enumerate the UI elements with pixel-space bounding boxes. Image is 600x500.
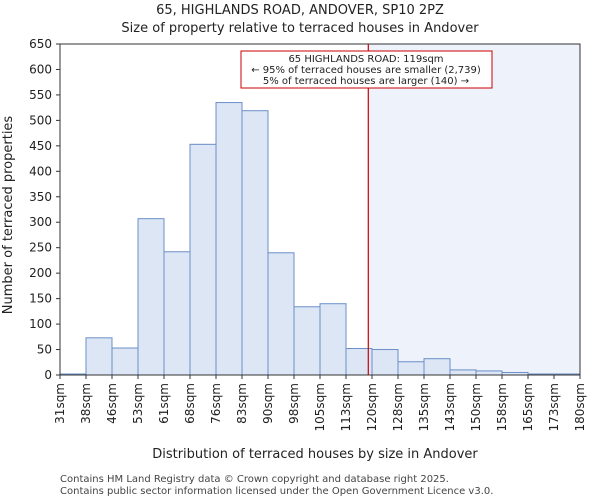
y-tick-label: 600 bbox=[29, 62, 52, 76]
x-tick-label: 135sqm bbox=[417, 383, 431, 431]
chart-subtitle: Size of property relative to terraced ho… bbox=[121, 21, 479, 36]
x-tick-label: 158sqm bbox=[495, 383, 509, 431]
y-tick-label: 200 bbox=[29, 266, 52, 280]
x-tick-label: 83sqm bbox=[235, 383, 249, 424]
y-tick-label: 50 bbox=[37, 343, 52, 357]
annotation-line-1: 65 HIGHLANDS ROAD: 119sqm bbox=[288, 54, 443, 65]
x-tick-label: 31sqm bbox=[53, 383, 67, 424]
histogram-bar bbox=[319, 303, 347, 376]
x-tick-label: 61sqm bbox=[157, 383, 171, 424]
y-tick-label: 550 bbox=[29, 88, 52, 102]
annotation-line-3: 5% of terraced houses are larger (140) → bbox=[263, 76, 469, 87]
histogram-bar bbox=[215, 102, 243, 376]
annotation-box: 65 HIGHLANDS ROAD: 119sqm ← 95% of terra… bbox=[240, 50, 493, 89]
y-tick-label: 250 bbox=[29, 241, 52, 255]
annotation-border bbox=[240, 50, 493, 89]
y-tick-label: 150 bbox=[29, 292, 52, 306]
chart-title: 65, HIGHLANDS ROAD, ANDOVER, SP10 2PZ bbox=[156, 3, 444, 18]
y-tick-label: 400 bbox=[29, 164, 52, 178]
histogram-bar bbox=[111, 347, 139, 376]
x-tick-label: 53sqm bbox=[131, 383, 145, 424]
annotation-line-2: ← 95% of terraced houses are smaller (2,… bbox=[251, 65, 481, 76]
x-tick-label: 105sqm bbox=[313, 383, 327, 431]
histogram-bar bbox=[397, 361, 425, 376]
y-axis-label: Number of terraced properties bbox=[1, 116, 16, 315]
histogram-bar bbox=[449, 369, 477, 376]
histogram-bar bbox=[85, 337, 113, 376]
x-tick-label: 98sqm bbox=[287, 383, 301, 424]
x-tick-label: 143sqm bbox=[443, 383, 457, 431]
histogram-bar bbox=[475, 370, 503, 376]
histogram-bar bbox=[137, 218, 165, 376]
x-tick-label: 113sqm bbox=[339, 383, 353, 431]
y-tick-label: 100 bbox=[29, 317, 52, 331]
x-tick-label: 38sqm bbox=[79, 383, 93, 424]
x-tick-label: 68sqm bbox=[183, 383, 197, 424]
histogram-bar bbox=[241, 110, 269, 376]
y-tick-label: 0 bbox=[44, 368, 52, 382]
histogram-bar bbox=[371, 349, 399, 376]
x-tick-label: 46sqm bbox=[105, 383, 119, 424]
footer-line-1: Contains HM Land Registry data © Crown c… bbox=[60, 474, 449, 485]
x-tick-label: 90sqm bbox=[261, 383, 275, 424]
x-tick-label: 128sqm bbox=[391, 383, 405, 431]
x-tick-label: 165sqm bbox=[521, 383, 535, 431]
y-tick-label: 300 bbox=[29, 215, 52, 229]
y-tick-label: 350 bbox=[29, 190, 52, 204]
x-tick-label: 173sqm bbox=[547, 383, 561, 431]
histogram-bar bbox=[163, 251, 191, 376]
x-axis-label: Distribution of terraced houses by size … bbox=[152, 447, 478, 462]
y-tick-label: 500 bbox=[29, 113, 52, 127]
footer-line-2: Contains public sector information licen… bbox=[60, 486, 493, 497]
y-tick-label: 450 bbox=[29, 139, 52, 153]
histogram-bar bbox=[267, 252, 295, 376]
x-tick-label: 150sqm bbox=[469, 383, 483, 431]
shaded-larger-region bbox=[368, 44, 580, 375]
histogram-bar bbox=[423, 358, 451, 376]
histogram-bar bbox=[293, 306, 321, 376]
x-tick-label: 76sqm bbox=[209, 383, 223, 424]
x-tick-label: 120sqm bbox=[365, 383, 379, 431]
x-tick-label: 180sqm bbox=[573, 383, 587, 431]
y-tick-label: 650 bbox=[29, 37, 52, 51]
histogram-bar bbox=[189, 143, 217, 376]
